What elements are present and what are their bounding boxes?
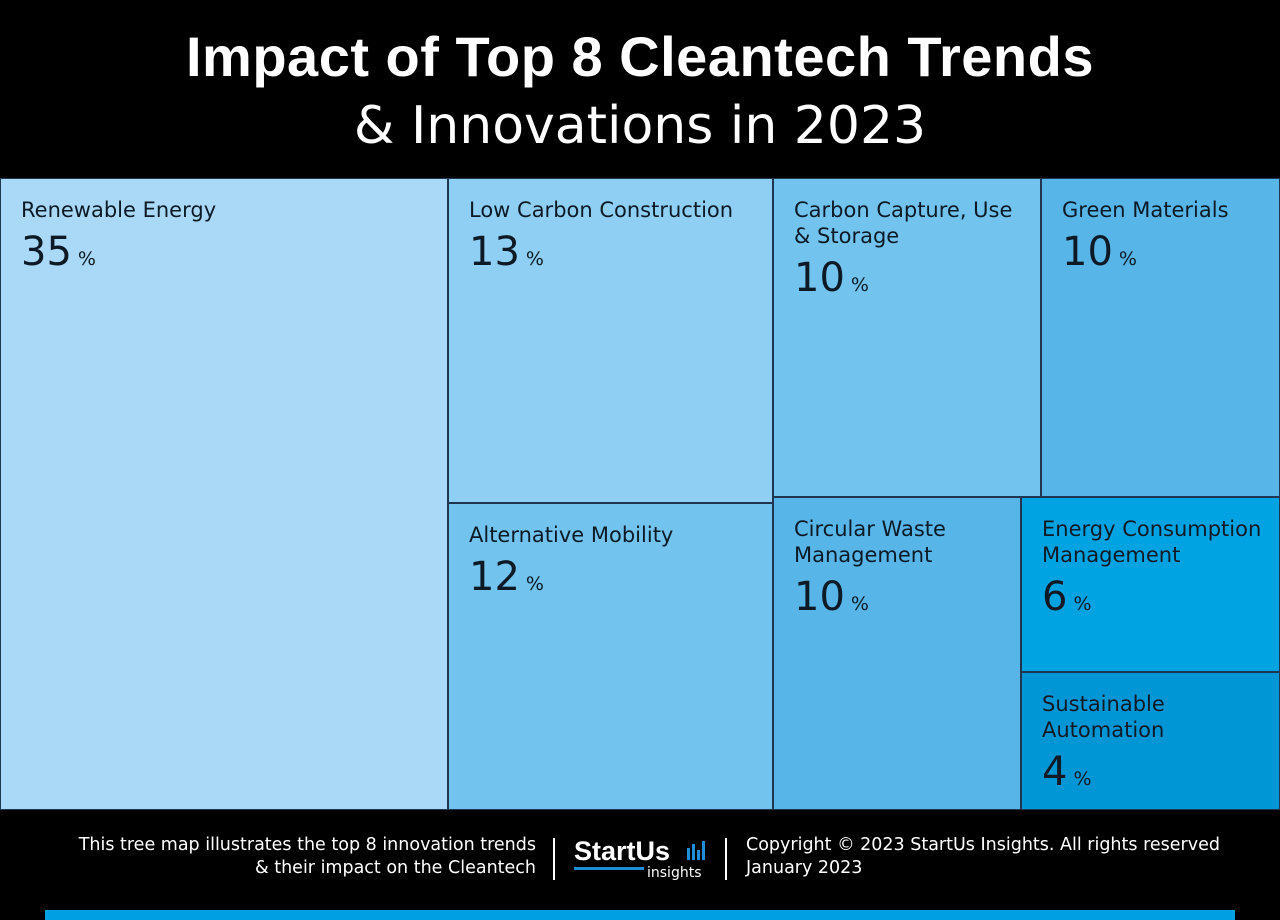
tile-unit: % [1073, 768, 1092, 790]
tile-category: Low Carbon Construction [469, 198, 734, 222]
tile-value: 13% [469, 229, 544, 275]
logo-underline [574, 867, 644, 870]
tile-unit: % [850, 593, 869, 615]
footer: This tree map illustrates the top 8 inno… [0, 810, 1280, 910]
chart-title: Impact of Top 8 Cleantech Trends [185, 25, 1094, 88]
tile-value: 10% [794, 574, 869, 620]
treemap-tile-energy-consumption-management: Energy Consumption Management 6% [1021, 497, 1280, 672]
logo-wordmark: StartUs [574, 836, 671, 866]
tile-value: 4% [1042, 749, 1092, 795]
tile-category: Energy Consumption Management [1042, 517, 1262, 567]
tile-unit: % [1073, 593, 1092, 615]
tile-label: Energy Consumption Management 6% [1042, 516, 1265, 627]
tile-value: 35% [21, 229, 96, 275]
footer-description-line2: & their impact on the Cleantech [255, 858, 536, 878]
tile-value: 6% [1042, 574, 1092, 620]
treemap-tile-renewable-energy: Renewable Energy 35% [0, 178, 448, 810]
tile-label: Alternative Mobility 12% [469, 522, 758, 607]
treemap-tile-circular-waste-management: Circular Waste Management 10% [773, 497, 1021, 810]
tile-label: Circular Waste Management 10% [794, 516, 1006, 627]
tile-label: Low Carbon Construction 13% [469, 197, 758, 282]
bar-chart-icon [687, 841, 705, 860]
treemap-tile-low-carbon-construction: Low Carbon Construction 13% [448, 178, 773, 503]
footer-description: This tree map illustrates the top 8 inno… [16, 834, 536, 880]
treemap-tile-sustainable-automation: Sustainable Automation 4% [1021, 672, 1280, 810]
treemap-tile-carbon-capture-use-storage: Carbon Capture, Use & Storage 10% [773, 178, 1041, 497]
tile-value: 12% [469, 554, 544, 600]
tile-label: Renewable Energy 35% [21, 197, 433, 282]
tile-unit: % [1118, 248, 1137, 270]
accent-bar [45, 910, 1235, 920]
treemap-tile-alternative-mobility: Alternative Mobility 12% [448, 503, 773, 810]
tile-label: Sustainable Automation 4% [1042, 691, 1265, 802]
footer-divider-left [553, 838, 555, 880]
tile-unit: % [77, 248, 96, 270]
chart-subtitle: & Innovations in 2023 [353, 96, 927, 156]
treemap: Renewable Energy 35% Low Carbon Constructi… [0, 178, 1280, 810]
tile-value: 10% [1062, 229, 1137, 275]
tile-category: Sustainable Automation [1042, 692, 1165, 742]
tile-label: Carbon Capture, Use & Storage 10% [794, 197, 1026, 308]
tile-category: Renewable Energy [21, 198, 217, 222]
startus-insights-logo: StartUs insights [574, 836, 712, 884]
chart-header: Impact of Top 8 Cleantech Trends & Innov… [0, 0, 1280, 178]
copyright-text: Copyright © 2023 StartUs Insights. All r… [746, 835, 1220, 855]
logo-subtext: insights [647, 865, 702, 881]
tile-category: Alternative Mobility [469, 523, 674, 547]
footer-copyright-block: Copyright © 2023 StartUs Insights. All r… [746, 834, 1266, 880]
tile-unit: % [850, 274, 869, 296]
tile-category: Circular Waste Management [794, 517, 946, 567]
tile-unit: % [525, 248, 544, 270]
footer-divider-right [725, 838, 727, 880]
tile-label: Green Materials 10% [1062, 197, 1265, 282]
footer-description-line1: This tree map illustrates the top 8 inno… [78, 835, 536, 855]
tile-category: Green Materials [1062, 198, 1229, 222]
treemap-tile-green-materials: Green Materials 10% [1041, 178, 1280, 497]
tile-value: 10% [794, 255, 869, 301]
publish-date: January 2023 [746, 858, 863, 878]
tile-category: Carbon Capture, Use & Storage [794, 198, 1013, 248]
tile-unit: % [525, 573, 544, 595]
